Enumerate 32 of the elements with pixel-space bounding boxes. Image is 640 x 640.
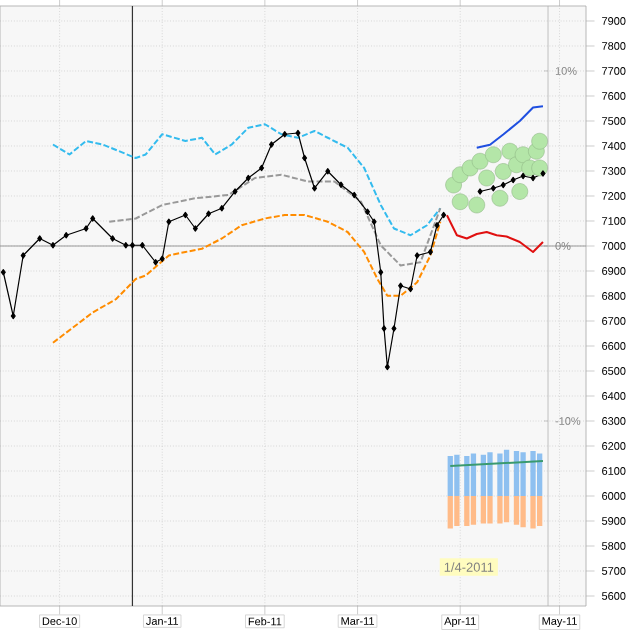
bar xyxy=(447,496,453,529)
bar xyxy=(520,452,526,496)
bar xyxy=(530,451,536,496)
point xyxy=(468,196,486,214)
bar xyxy=(454,454,460,496)
bar xyxy=(503,496,510,523)
bar xyxy=(537,496,543,526)
bar xyxy=(513,496,520,525)
bar xyxy=(530,496,536,529)
bar xyxy=(454,496,460,526)
bar xyxy=(464,496,470,526)
bar xyxy=(464,456,470,496)
bar xyxy=(513,451,520,496)
point xyxy=(485,146,502,164)
bar xyxy=(520,496,526,528)
point xyxy=(451,193,469,211)
point xyxy=(471,152,489,170)
bar xyxy=(503,449,510,496)
bar xyxy=(470,496,477,525)
bar xyxy=(447,456,453,496)
bar xyxy=(480,496,487,524)
bar xyxy=(497,453,503,496)
bar xyxy=(497,496,503,524)
point xyxy=(531,159,548,177)
point xyxy=(478,169,495,187)
point xyxy=(531,132,548,150)
point xyxy=(494,163,512,180)
bar xyxy=(487,496,493,524)
point xyxy=(511,183,529,200)
line-series xyxy=(51,213,442,344)
bar xyxy=(487,452,493,496)
point xyxy=(491,189,509,207)
